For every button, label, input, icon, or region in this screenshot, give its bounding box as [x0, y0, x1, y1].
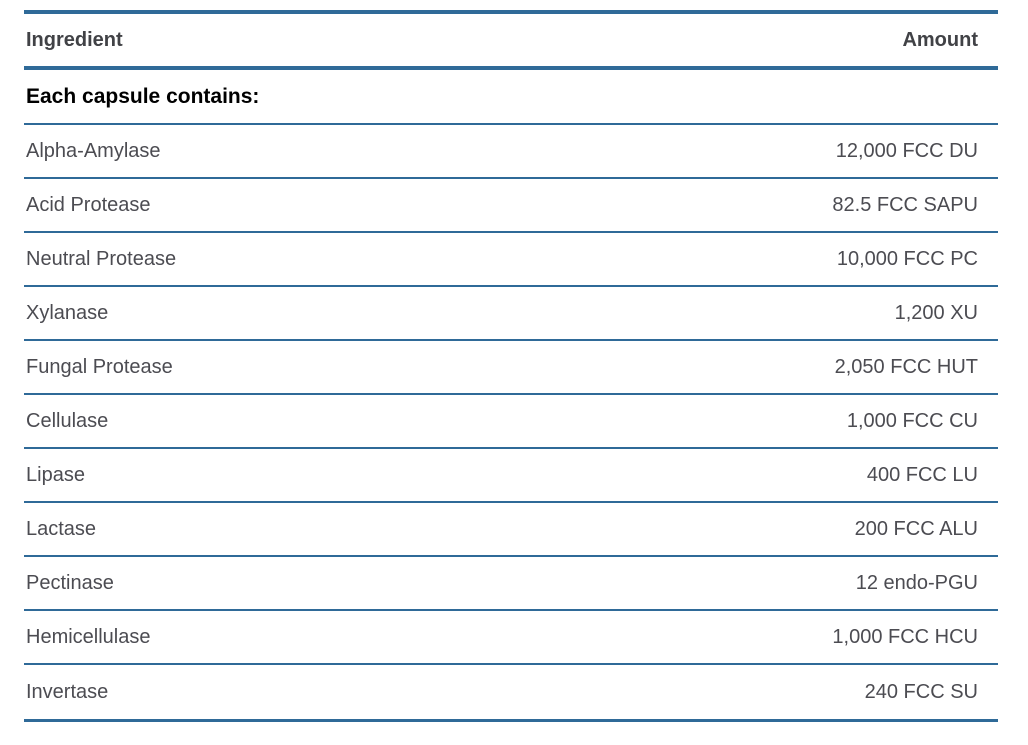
- amount-cell: 240 FCC SU: [864, 680, 978, 703]
- table-row: Fungal Protease 2,050 FCC HUT: [24, 341, 998, 395]
- amount-cell: 12 endo-PGU: [855, 571, 978, 594]
- ingredient-cell: Neutral Protease: [26, 247, 177, 270]
- ingredients-table: Ingredient Amount Each capsule contains:…: [24, 10, 998, 722]
- ingredient-cell: Invertase: [26, 680, 109, 703]
- amount-cell: 2,050 FCC HUT: [834, 355, 978, 378]
- table-row: Pectinase 12 endo-PGU: [24, 557, 998, 611]
- ingredient-cell: Acid Protease: [26, 193, 151, 216]
- table-row: Hemicellulase 1,000 FCC HCU: [24, 611, 998, 665]
- table-row: Lipase 400 FCC LU: [24, 449, 998, 503]
- table-header-row: Ingredient Amount: [24, 10, 998, 70]
- ingredient-cell: Lipase: [26, 463, 85, 486]
- table-row: Acid Protease 82.5 FCC SAPU: [24, 179, 998, 233]
- table-row: Neutral Protease 10,000 FCC PC: [24, 233, 998, 287]
- ingredient-cell: Lactase: [26, 517, 97, 540]
- amount-cell: 200 FCC ALU: [854, 517, 978, 540]
- table-row: Cellulase 1,000 FCC CU: [24, 395, 998, 449]
- section-header-label: Each capsule contains:: [26, 84, 260, 108]
- section-header-row: Each capsule contains:: [24, 70, 998, 125]
- ingredient-cell: Pectinase: [26, 571, 114, 594]
- amount-cell: 82.5 FCC SAPU: [832, 193, 978, 216]
- table-row: Xylanase 1,200 XU: [24, 287, 998, 341]
- amount-cell: 400 FCC LU: [866, 463, 978, 486]
- amount-cell: 12,000 FCC DU: [835, 139, 978, 162]
- column-header-amount: Amount: [902, 28, 978, 51]
- ingredient-cell: Alpha-Amylase: [26, 139, 161, 162]
- ingredient-cell: Cellulase: [26, 409, 109, 432]
- amount-cell: 1,000 FCC CU: [846, 409, 978, 432]
- table-row: Alpha-Amylase 12,000 FCC DU: [24, 125, 998, 179]
- ingredient-cell: Xylanase: [26, 301, 109, 324]
- ingredient-cell: Hemicellulase: [26, 625, 151, 648]
- amount-cell: 10,000 FCC PC: [836, 247, 978, 270]
- column-header-ingredient: Ingredient: [26, 28, 123, 51]
- ingredient-cell: Fungal Protease: [26, 355, 173, 378]
- table-row: Lactase 200 FCC ALU: [24, 503, 998, 557]
- table-row: Invertase 240 FCC SU: [24, 665, 998, 722]
- amount-cell: 1,200 XU: [894, 301, 978, 324]
- amount-cell: 1,000 FCC HCU: [832, 625, 978, 648]
